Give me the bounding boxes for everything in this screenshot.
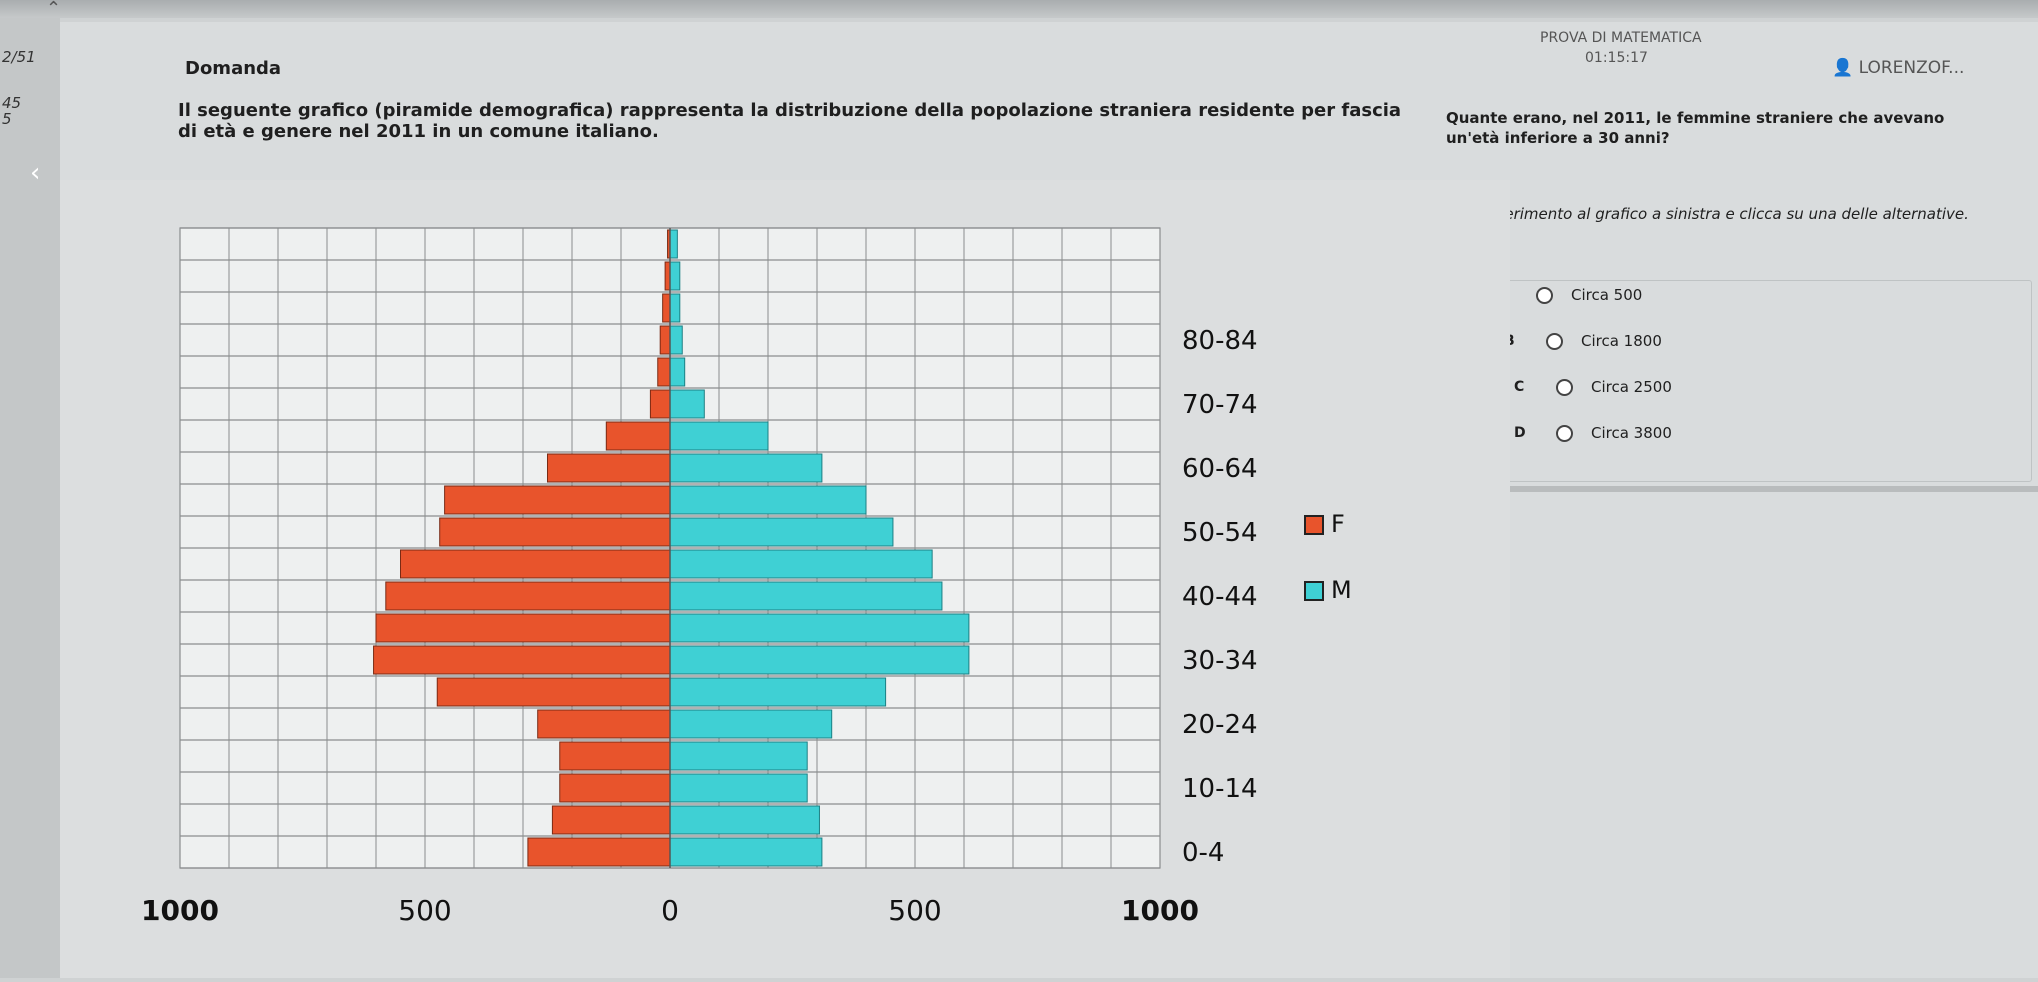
- age-label: 10-14: [1182, 774, 1258, 804]
- bar-m-55-59: [669, 485, 867, 515]
- bar-m-45-49: [669, 549, 933, 579]
- bar-m-75-79: [669, 357, 686, 387]
- x-tick-label: 500: [398, 894, 451, 927]
- bar-m-70-74: [669, 389, 705, 419]
- bar-f-40-44: [385, 581, 671, 611]
- bar-m-40-44: [669, 581, 943, 611]
- bar-m-85-89: [669, 293, 681, 323]
- option-b[interactable]: B Circa 1800: [1504, 332, 1662, 350]
- radio-icon[interactable]: [1556, 424, 1573, 442]
- population-pyramid-chart: 80-84 70-74 60-64 50-54 40-44 30-34 20-24 10-14…: [141, 227, 1352, 927]
- radio-icon[interactable]: [1536, 286, 1553, 304]
- user-name: LORENZOF...: [1858, 58, 1965, 78]
- question-counter[interactable]: 2/51: [2, 48, 36, 66]
- divider: [1465, 486, 2038, 492]
- bar-m-5-9: [669, 805, 820, 835]
- bar-m-30-34: [669, 645, 970, 675]
- legend-label-F: F: [1331, 510, 1345, 538]
- age-label: 0-4: [1182, 838, 1224, 868]
- option-text: Circa 1800: [1581, 332, 1662, 350]
- exam-title: PROVA DI MATEMATICA: [1540, 30, 1702, 46]
- x-tick-label: 1000: [1121, 894, 1199, 927]
- browser-top-bar: ⌃: [0, 0, 2038, 19]
- bar-m-95+: [669, 229, 678, 259]
- age-labels: 80-84 70-74 60-64 50-54 40-44 30-34 20-24 10-14…: [1182, 326, 1258, 868]
- bar-f-25-29: [436, 677, 671, 707]
- option-c[interactable]: C Circa 2500: [1514, 378, 1672, 396]
- age-label: 40-44: [1182, 582, 1258, 612]
- question-navigator: 2/51 45 5 ‹: [0, 18, 60, 978]
- bar-f-30-34: [373, 645, 671, 675]
- radio-icon[interactable]: [1546, 332, 1563, 350]
- chevron-left-icon[interactable]: ‹: [30, 158, 41, 188]
- bar-f-75-79: [657, 357, 671, 387]
- timer: 01:15:17: [1585, 50, 1648, 66]
- bar-m-80-84: [669, 325, 683, 355]
- bar-f-45-49: [400, 549, 671, 579]
- bar-m-50-54: [669, 517, 894, 547]
- bar-f-85-89: [662, 293, 671, 323]
- bar-m-15-19: [669, 741, 808, 771]
- bar-m-60-64: [669, 453, 823, 483]
- option-a[interactable]: A Circa 500: [1494, 286, 1642, 304]
- bar-f-80-84: [659, 325, 671, 355]
- bar-m-0-4: [669, 837, 823, 867]
- answer-hint: Fai riferimento al grafico a sinistra e …: [1462, 205, 1969, 223]
- bar-f-65-69: [605, 421, 671, 451]
- bar-m-90-94: [669, 261, 681, 291]
- age-label: 20-24: [1182, 710, 1258, 740]
- bar-f-35-39: [375, 613, 671, 643]
- chart-bars: [373, 228, 970, 868]
- bar-m-25-29: [669, 677, 887, 707]
- legend-swatch-M: [1304, 581, 1324, 601]
- age-label: 50-54: [1182, 518, 1258, 548]
- bar-m-10-14: [669, 773, 808, 803]
- x-tick-label: 500: [888, 894, 941, 927]
- legend-label-M: M: [1331, 576, 1352, 604]
- user-icon: 👤: [1832, 58, 1854, 78]
- age-label: 80-84: [1182, 326, 1258, 356]
- option-d[interactable]: D Circa 3800: [1514, 424, 1672, 442]
- x-tick-label: 1000: [141, 894, 219, 927]
- age-label: 70-74: [1182, 390, 1258, 420]
- age-label: 60-64: [1182, 454, 1258, 484]
- bar-f-70-74: [649, 389, 671, 419]
- option-text: Circa 500: [1571, 286, 1643, 304]
- question-label: Domanda: [185, 58, 282, 79]
- answer-question: Quante erano, nel 2011, le femmine stran…: [1446, 109, 1945, 147]
- bar-f-0-4: [527, 837, 671, 867]
- bar-m-20-24: [669, 709, 833, 739]
- bar-f-50-54: [439, 517, 671, 547]
- legend-swatch-F: [1304, 515, 1324, 535]
- x-tick-label: 0: [661, 894, 679, 927]
- question-text: Il seguente grafico (piramide demografic…: [178, 100, 1402, 142]
- bar-f-10-14: [559, 773, 671, 803]
- bar-f-60-64: [547, 453, 671, 483]
- bar-f-5-9: [551, 805, 671, 835]
- user-menu[interactable]: 👤 LORENZOF...: [1832, 58, 1964, 78]
- option-text: Circa 2500: [1591, 378, 1672, 396]
- option-letter: B: [1504, 333, 1546, 349]
- radio-icon[interactable]: [1556, 378, 1573, 396]
- chart-legend: FM: [1304, 510, 1352, 604]
- bar-m-35-39: [669, 613, 970, 643]
- option-letter: D: [1514, 425, 1526, 441]
- nav-item[interactable]: 5: [2, 110, 12, 128]
- age-label: 30-34: [1182, 646, 1258, 676]
- option-text: Circa 3800: [1591, 424, 1672, 442]
- chart-container: 80-84 70-74 60-64 50-54 40-44 30-34 20-24 10-14…: [60, 180, 1510, 978]
- nav-item[interactable]: 45: [2, 94, 22, 112]
- bar-m-65-69: [669, 421, 769, 451]
- option-letter: C: [1514, 379, 1525, 395]
- chevron-up-icon[interactable]: ⌃: [46, 0, 62, 19]
- bar-f-55-59: [444, 485, 671, 515]
- bar-f-15-19: [559, 741, 671, 771]
- x-tick-labels: 1000 500 0 500 1000: [141, 894, 1199, 927]
- bar-f-20-24: [537, 709, 671, 739]
